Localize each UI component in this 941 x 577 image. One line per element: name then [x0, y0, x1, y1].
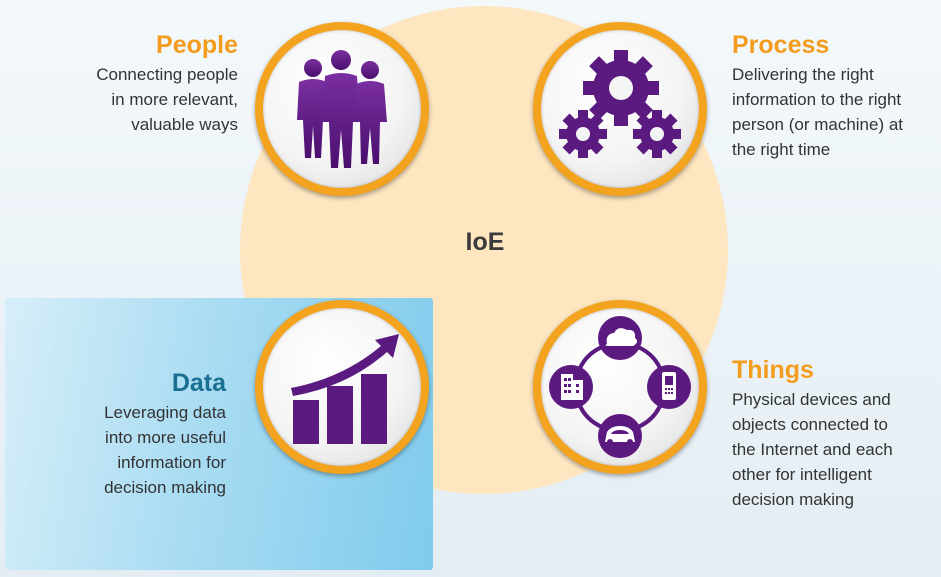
center-label: IoE — [465, 228, 505, 256]
things-label: Things Physical devices and objects conn… — [732, 355, 937, 512]
people-node — [255, 22, 429, 196]
process-label: Process Delivering the right information… — [732, 30, 937, 162]
data-description: Leveraging data into more useful informa… — [104, 403, 226, 497]
bar-chart-icon — [263, 308, 421, 466]
connected-devices-icon — [541, 308, 699, 466]
process-node — [533, 22, 707, 196]
people-title: People — [156, 31, 238, 59]
process-description: Delivering the right information to the … — [732, 65, 904, 159]
things-node — [533, 300, 707, 474]
gears-icon — [541, 30, 699, 188]
things-title: Things — [732, 356, 814, 384]
data-label: Data Leveraging data into more useful in… — [26, 368, 226, 500]
people-description: Connecting people in more relevant, valu… — [96, 65, 238, 134]
people-label: People Connecting people in more relevan… — [38, 30, 238, 137]
data-title: Data — [171, 369, 226, 397]
things-description: Physical devices and objects connected t… — [732, 390, 893, 509]
people-icon — [263, 30, 421, 188]
process-title: Process — [732, 31, 830, 59]
data-node — [255, 300, 429, 474]
